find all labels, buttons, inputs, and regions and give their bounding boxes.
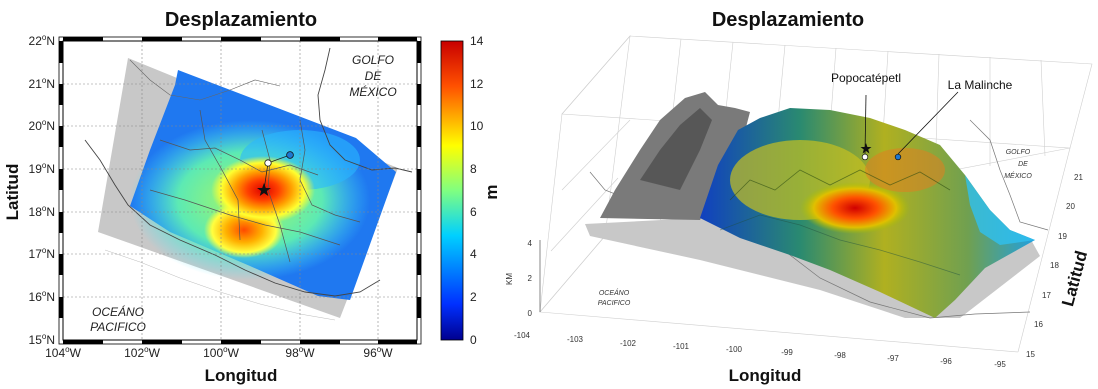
surface-popocatepetl-icon	[861, 153, 869, 161]
surface-z-axis-label: KM	[505, 273, 514, 285]
surface-x-tick: -102	[620, 339, 637, 348]
surface-y-ticks: 15 16 17 18 19 20 21	[1026, 173, 1083, 359]
map-x-tick: 104oW	[45, 345, 81, 360]
surface-y-tick: 19	[1058, 232, 1067, 241]
map-plot-area	[63, 41, 417, 340]
colorbar-tick: 4	[470, 247, 477, 261]
map-y-tick: 21oN	[29, 76, 55, 91]
map-y-tick: 19oN	[29, 161, 55, 176]
epicenter-star-icon	[257, 183, 271, 196]
map-title: Desplazamiento	[165, 9, 317, 31]
map-y-tick: 18oN	[29, 204, 55, 219]
popocatepetl-marker-icon	[264, 159, 272, 167]
map-y-tick: 16oN	[29, 289, 55, 304]
surface-x-tick: -103	[567, 335, 584, 344]
surface-malinche-icon	[894, 153, 902, 161]
surface-x-tick: -98	[834, 351, 846, 360]
surface-y-tick: 15	[1026, 350, 1035, 359]
surface-y-tick: 16	[1034, 320, 1043, 329]
ocean-label-line: PACIFICO	[90, 320, 146, 334]
colorbar-tick: 2	[470, 290, 477, 304]
surface-title: Desplazamiento	[712, 9, 864, 31]
surface-gulf-label: MÉXICO	[1004, 171, 1032, 180]
la-malinche-label: La Malinche	[948, 78, 1013, 92]
ocean-label-line: OCEÁNO	[92, 304, 144, 319]
surface-z-tick: 2	[528, 274, 533, 283]
la-malinche-marker-icon	[286, 151, 294, 159]
map-y-tick: 22oN	[29, 33, 55, 48]
surface-y-tick: 17	[1042, 291, 1051, 300]
surface-z-tick: 4	[528, 239, 533, 248]
surface-x-tick: -99	[781, 348, 793, 357]
surface-ocean-label: PACIFICO	[598, 300, 631, 307]
surface-x-tick: -100	[726, 345, 743, 354]
gulf-label-line: MÉXICO	[349, 84, 396, 99]
colorbar-tick: 0	[470, 333, 477, 347]
surface-star-icon	[860, 143, 872, 154]
gulf-label-line: DE	[365, 69, 383, 83]
map-x-tick: 102oW	[124, 345, 160, 360]
map-y-axis-label: Latitud	[3, 164, 22, 221]
colorbar-label: m	[482, 184, 501, 199]
colorbar-tick: 6	[470, 205, 477, 219]
map-y-tick: 15oN	[29, 332, 55, 347]
colorbar-ticks: 0 2 4 6 8 10 12 14	[470, 34, 484, 347]
surface-y-tick: 20	[1066, 202, 1075, 211]
surface-x-tick: -97	[887, 354, 899, 363]
gulf-label-line: GOLFO	[352, 53, 394, 67]
map-y-ticks: 15oN 16oN 17oN 18oN 19oN 20oN 21oN 22oN	[29, 33, 55, 347]
surface-z-tick: 0	[528, 309, 533, 318]
map-border-bands	[59, 37, 421, 344]
map-x-tick: 100oW	[203, 345, 239, 360]
colorbar-tick: 8	[470, 162, 477, 176]
surface-y-tick: 18	[1050, 261, 1059, 270]
map-y-tick: 20oN	[29, 118, 55, 133]
map-x-ticks: 104oW 102oW 100oW 98oW 96oW	[45, 345, 393, 360]
colorbar	[440, 40, 464, 341]
popocatepetl-label: Popocatépetl	[831, 71, 901, 85]
surface-x-ticks: -104 -103 -102 -101 -100 -99 -98 -97 -96…	[514, 331, 1006, 369]
surface-gulf-label: GOLFO	[1006, 149, 1031, 156]
surface-gulf-label: DE	[1018, 161, 1028, 168]
surface-x-axis-label: Longitud	[729, 366, 802, 385]
surface-peak	[800, 182, 910, 234]
surface-x-tick: -96	[940, 357, 952, 366]
surface-y-tick: 21	[1074, 173, 1083, 182]
colorbar-tick: 10	[470, 119, 484, 133]
map-y-tick: 17oN	[29, 246, 55, 261]
surface-ocean-label: OCEÁNO	[599, 288, 630, 297]
map-x-tick: 96oW	[363, 345, 393, 360]
map-x-tick: 98oW	[285, 345, 315, 360]
colorbar-tick: 12	[470, 77, 484, 91]
surface-x-tick: -104	[514, 331, 531, 340]
surface-x-tick: -101	[673, 342, 690, 351]
map-x-axis-label: Longitud	[205, 366, 278, 385]
colorbar-tick: 14	[470, 34, 484, 48]
surface-x-tick: -95	[994, 360, 1006, 369]
surface-y-axis-label: Latitud	[1058, 249, 1091, 309]
